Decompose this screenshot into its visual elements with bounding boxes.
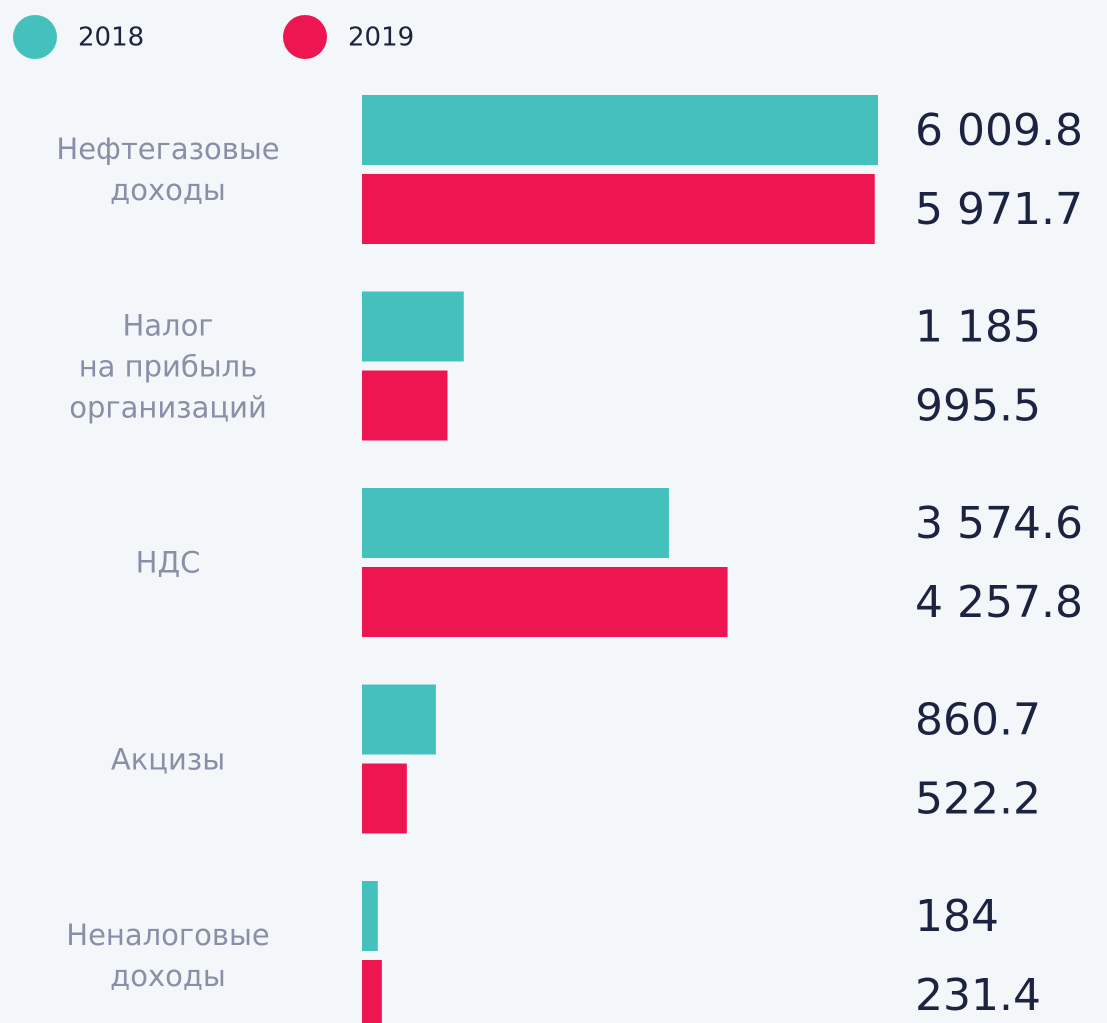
category-label: Нефтегазовые доходы [56, 132, 280, 207]
bar [362, 881, 378, 951]
bar [362, 960, 382, 1023]
legend-swatch [13, 15, 57, 59]
bar [362, 370, 448, 441]
bar [362, 488, 669, 558]
value-label: 4 257.8 [915, 577, 1083, 628]
value-label: 6 009.8 [915, 105, 1083, 156]
legend-label: 2018 [78, 23, 144, 53]
legend-label: 2019 [348, 23, 414, 53]
value-label: 5 971.7 [915, 184, 1083, 235]
category-label: Акцизы [110, 742, 226, 776]
value-label: 995.5 [915, 381, 1041, 432]
value-label: 522.2 [915, 774, 1041, 825]
value-label: 1 185 [915, 302, 1041, 353]
category-label: Налог на прибыль организаций [69, 308, 267, 424]
category-label: НДС [135, 545, 201, 580]
value-label: 231.4 [915, 970, 1041, 1021]
bar [362, 174, 875, 244]
bar [362, 763, 407, 834]
category-label: Неналоговые доходы [66, 918, 270, 993]
bar [362, 684, 436, 755]
value-label: 860.7 [915, 695, 1041, 746]
bar [362, 291, 464, 362]
legend-swatch [283, 15, 327, 59]
value-label: 184 [915, 891, 999, 942]
value-label: 3 574.6 [915, 498, 1083, 549]
bar [362, 567, 728, 637]
bar [362, 95, 878, 165]
